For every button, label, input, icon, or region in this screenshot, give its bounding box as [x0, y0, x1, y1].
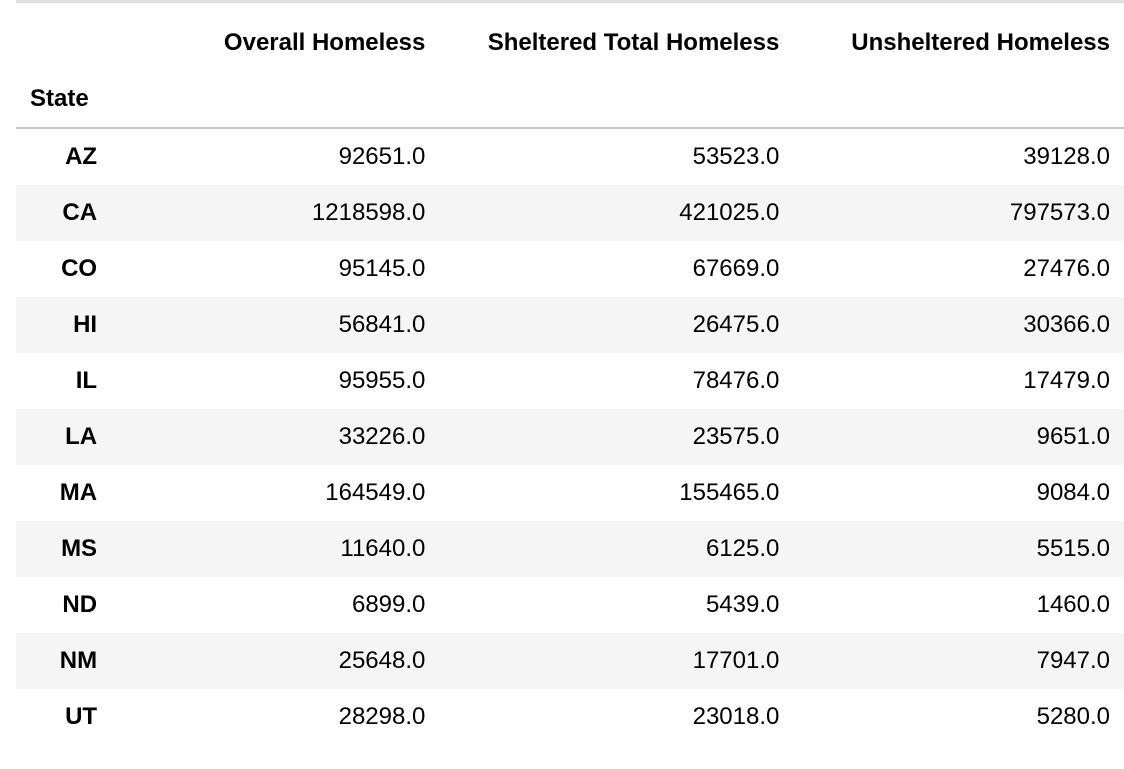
cell-unsheltered-homeless: 9651.0 [1036, 423, 1110, 450]
row-index-state: NM [59, 647, 98, 674]
row-index-state: UT [65, 703, 98, 730]
cell-unsheltered-homeless: 1460.0 [1036, 591, 1110, 618]
row-index-state: MA [59, 479, 98, 506]
cell-unsheltered-homeless: 17479.0 [1023, 367, 1110, 394]
cell-sheltered-total-homeless: 53523.0 [692, 143, 780, 170]
cell-sheltered-total-homeless: 23575.0 [692, 423, 780, 450]
cell-sheltered-total-homeless: 5439.0 [705, 591, 780, 618]
cell-sheltered-total-homeless: 67669.0 [692, 255, 780, 282]
row-index-state: ND [62, 591, 98, 618]
cell-overall-homeless: 1218598.0 [311, 199, 426, 226]
dataframe-table: Overall Homeless Sheltered Total Homeles… [16, 15, 1124, 745]
cell-overall-homeless: 164549.0 [325, 479, 426, 506]
cell-overall-homeless: 95955.0 [338, 367, 426, 394]
table-row: ND 6899.0 5439.0 1460.0 [16, 577, 1124, 633]
row-index-state: CO [61, 255, 98, 282]
table-row: CO 95145.0 67669.0 27476.0 [16, 241, 1124, 297]
row-index-state: HI [73, 311, 98, 338]
index-name-state: State [16, 71, 112, 129]
cell-overall-homeless: 56841.0 [338, 311, 426, 338]
cell-sheltered-total-homeless: 155465.0 [679, 479, 780, 506]
cell-unsheltered-homeless: 39128.0 [1023, 143, 1110, 170]
cell-sheltered-total-homeless: 78476.0 [692, 367, 780, 394]
empty-header-cell [793, 71, 1124, 129]
cell-output-divider [16, 0, 1124, 3]
corner-cell [16, 15, 111, 71]
cell-sheltered-total-homeless: 23018.0 [692, 703, 780, 730]
empty-header-cell [439, 71, 794, 129]
empty-header-cell [111, 71, 440, 129]
cell-unsheltered-homeless: 5280.0 [1036, 703, 1110, 730]
cell-overall-homeless: 28298.0 [338, 703, 426, 730]
cell-sheltered-total-homeless: 17701.0 [692, 647, 780, 674]
cell-unsheltered-homeless: 797573.0 [1009, 199, 1110, 226]
table-row: HI 56841.0 26475.0 30366.0 [16, 297, 1124, 353]
table-row: AZ 92651.0 53523.0 39128.0 [16, 128, 1124, 185]
row-index-state: AZ [65, 143, 98, 170]
row-index-state: MS [61, 535, 98, 562]
row-index-state: IL [75, 367, 98, 394]
table-row: NM 25648.0 17701.0 7947.0 [16, 633, 1124, 689]
column-header-sheltered-total-homeless: Sheltered Total Homeless [487, 29, 780, 56]
table-row: UT 28298.0 23018.0 5280.0 [16, 689, 1124, 745]
table-body: AZ 92651.0 53523.0 39128.0 CA 1218598.0 421025… [16, 128, 1124, 745]
index-name-row: State [16, 71, 1124, 129]
table-row: CA 1218598.0 421025.0 797573.0 [16, 185, 1124, 241]
cell-unsheltered-homeless: 9084.0 [1036, 479, 1110, 506]
table-row: MS 11640.0 6125.0 5515.0 [16, 521, 1124, 577]
cell-overall-homeless: 33226.0 [338, 423, 426, 450]
cell-unsheltered-homeless: 27476.0 [1023, 255, 1110, 282]
column-header-unsheltered-homeless: Unsheltered Homeless [851, 29, 1110, 56]
cell-sheltered-total-homeless: 6125.0 [705, 535, 780, 562]
cell-overall-homeless: 25648.0 [338, 647, 426, 674]
cell-sheltered-total-homeless: 421025.0 [679, 199, 780, 226]
row-index-state: CA [62, 199, 98, 226]
cell-overall-homeless: 95145.0 [338, 255, 426, 282]
table-row: LA 33226.0 23575.0 9651.0 [16, 409, 1124, 465]
cell-overall-homeless: 11640.0 [340, 535, 426, 562]
cell-overall-homeless: 92651.0 [338, 143, 426, 170]
cell-sheltered-total-homeless: 26475.0 [692, 311, 780, 338]
row-index-state: LA [65, 423, 98, 450]
cell-unsheltered-homeless: 7947.0 [1036, 647, 1110, 674]
column-header-row: Overall Homeless Sheltered Total Homeles… [16, 15, 1124, 71]
table-row: MA 164549.0 155465.0 9084.0 [16, 465, 1124, 521]
cell-overall-homeless: 6899.0 [351, 591, 426, 618]
cell-unsheltered-homeless: 5515.0 [1036, 535, 1110, 562]
column-header-overall-homeless: Overall Homeless [223, 29, 426, 56]
table-row: IL 95955.0 78476.0 17479.0 [16, 353, 1124, 409]
cell-unsheltered-homeless: 30366.0 [1023, 311, 1110, 338]
